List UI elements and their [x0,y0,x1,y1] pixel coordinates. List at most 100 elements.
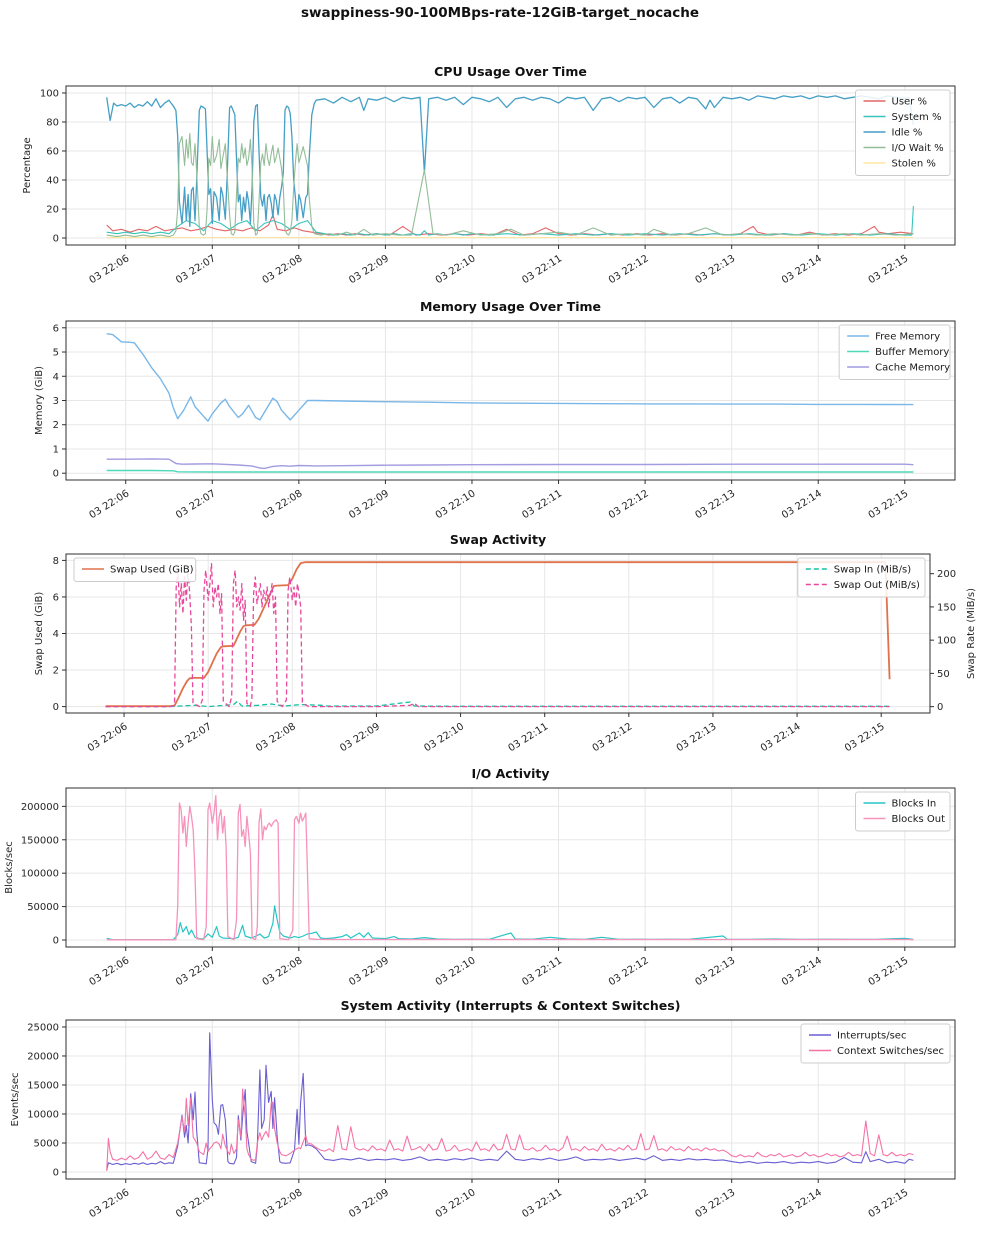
legend-label: Cache Memory [875,363,950,374]
svg-text:03 22:13: 03 22:13 [693,488,737,521]
gridlines [66,321,955,480]
svg-text:03 22:15: 03 22:15 [867,253,911,286]
y-axis: 0 20 40 60 80 100 [40,88,66,245]
svg-text:03 22:06: 03 22:06 [88,1187,132,1220]
svg-text:100000: 100000 [21,869,59,880]
svg-text:3: 3 [53,396,59,407]
svg-text:03 22:08: 03 22:08 [261,1187,305,1220]
x-axis: 03 22:06 03 22:07 03 22:08 03 22:09 03 22:10… [88,1179,910,1220]
legend: Swap In (MiB/s) Swap Out (MiB/s) [797,557,926,598]
series-user [106,214,914,236]
svg-text:200: 200 [937,569,956,580]
svg-text:40: 40 [46,176,59,187]
svg-text:03 22:08: 03 22:08 [261,488,305,521]
svg-text:03 22:07: 03 22:07 [174,253,218,286]
svg-text:03 22:09: 03 22:09 [347,488,391,521]
svg-text:6: 6 [53,323,59,334]
svg-text:25000: 25000 [27,1022,59,1033]
svg-text:03 22:06: 03 22:06 [88,488,132,521]
svg-text:03 22:12: 03 22:12 [607,1187,651,1220]
series-swap-used-gib [105,561,891,708]
y-axis: 0 1 2 3 4 5 6 [53,323,66,480]
svg-text:200000: 200000 [21,802,59,813]
svg-text:03 22:06: 03 22:06 [86,721,130,754]
legend-label: I/O Wait % [892,143,944,154]
svg-text:03 22:08: 03 22:08 [261,253,305,286]
series-cache-memory [106,458,914,470]
svg-text:03 22:15: 03 22:15 [867,955,911,988]
legend-label: Swap In (MiB/s) [834,565,911,576]
svg-text:03 22:11: 03 22:11 [520,488,564,521]
svg-text:03 22:11: 03 22:11 [520,253,564,286]
svg-text:03 22:08: 03 22:08 [261,955,305,988]
svg-text:50: 50 [937,669,950,680]
gridlines [66,788,955,947]
svg-text:0: 0 [53,234,59,245]
series-group [105,561,891,708]
svg-text:0: 0 [53,702,59,713]
svg-text:03 22:14: 03 22:14 [780,1187,824,1220]
legend-label: Swap Used (GiB) [110,565,194,576]
plot-border [65,85,956,246]
series-swap-out-mib-s [105,563,890,708]
legend-label: Stolen % [892,159,936,170]
svg-text:03 22:06: 03 22:06 [88,253,132,286]
svg-text:03 22:10: 03 22:10 [434,488,478,521]
y-axis-label-right: Swap Rate (MiB/s) [966,588,977,679]
legend-label: Blocks Out [892,814,946,825]
svg-text:0: 0 [937,702,943,713]
x-axis: 03 22:06 03 22:07 03 22:08 03 22:09 03 22:10… [88,480,911,521]
io-activity-chart: I/O Activity 0 50000 100000 150000 200000 03 2… [4,766,956,988]
svg-text:03 22:12: 03 22:12 [591,721,635,754]
svg-text:03 22:11: 03 22:11 [507,721,551,754]
legend: Blocks In Blocks Out [855,791,951,832]
svg-text:0: 0 [53,1168,59,1179]
legend: Free Memory Buffer Memory Cache Memory [838,324,951,380]
series-blocks-out [106,795,914,941]
svg-text:50000: 50000 [27,902,59,913]
svg-text:8: 8 [53,556,59,567]
y-axis-label: Percentage [22,137,33,193]
y-axis-label: Blocks/sec [4,841,15,894]
svg-text:150: 150 [937,602,956,613]
legend: User % System % Idle % I/O Wait % Stolen % [855,89,951,176]
svg-text:03 22:14: 03 22:14 [780,488,824,521]
svg-text:03 22:06: 03 22:06 [88,955,132,988]
svg-text:03 22:11: 03 22:11 [520,1187,564,1220]
chart-title: System Activity (Interrupts & Context Sw… [341,998,681,1013]
svg-text:100: 100 [40,88,59,99]
svg-text:2: 2 [53,420,59,431]
svg-text:03 22:09: 03 22:09 [338,721,382,754]
svg-text:0: 0 [53,935,59,946]
page-title: swappiness-90-100MBps-rate-12GiB-target_… [301,5,699,21]
svg-text:6: 6 [53,592,59,603]
svg-text:03 22:10: 03 22:10 [422,721,466,754]
svg-text:03 22:07: 03 22:07 [170,721,214,754]
legend: Swap Used (GiB) [73,557,197,582]
svg-text:03 22:10: 03 22:10 [434,253,478,286]
x-axis: 03 22:06 03 22:07 03 22:08 03 22:09 03 22:10… [86,713,887,754]
svg-text:1: 1 [53,444,59,455]
svg-text:03 22:15: 03 22:15 [867,488,911,521]
x-axis: 03 22:06 03 22:07 03 22:08 03 22:09 03 22:10… [88,245,911,286]
gridlines [66,86,955,245]
svg-text:03 22:09: 03 22:09 [347,1187,391,1220]
svg-text:150000: 150000 [21,835,59,846]
x-axis: 03 22:06 03 22:07 03 22:08 03 22:09 03 22:10… [88,947,911,988]
series-buffer-memory [106,469,914,473]
svg-text:03 22:15: 03 22:15 [843,721,887,754]
svg-text:03 22:13: 03 22:13 [693,1187,737,1220]
series-group [106,795,914,941]
svg-text:03 22:13: 03 22:13 [675,721,719,754]
svg-text:60: 60 [46,146,59,157]
chart-title: Swap Activity [450,532,546,547]
svg-text:80: 80 [46,117,59,128]
legend-label: User % [892,97,927,108]
svg-text:03 22:12: 03 22:12 [607,488,651,521]
y-axis: 0 50000 100000 150000 200000 [21,802,66,946]
series-idle [106,95,915,228]
svg-text:03 22:12: 03 22:12 [607,955,651,988]
series-interrupts-sec [106,1032,914,1171]
